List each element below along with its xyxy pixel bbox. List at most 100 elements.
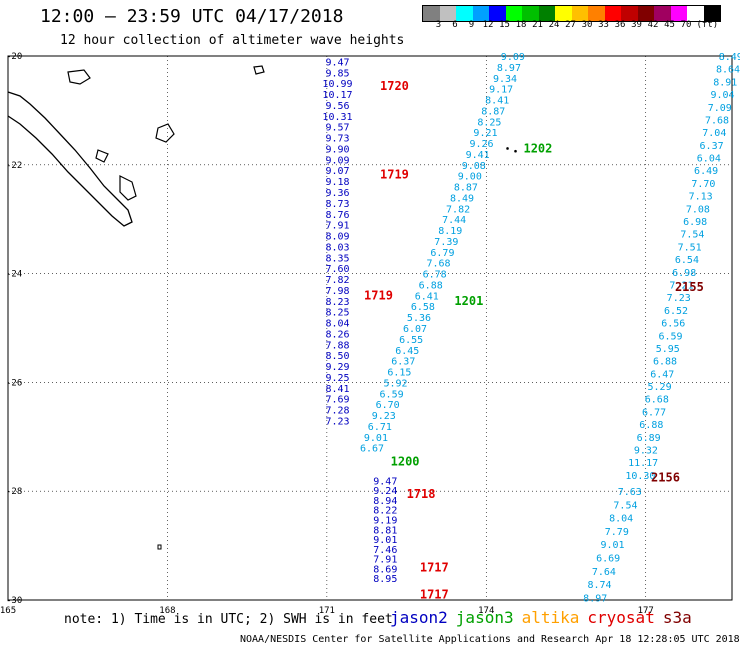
wave-height-reading: 6.71	[368, 422, 392, 433]
wave-height-reading: 9.17	[489, 85, 513, 96]
wave-height-reading: 7.91	[373, 555, 397, 566]
coastline	[7, 65, 265, 550]
wave-height-reading: 8.41	[325, 384, 349, 395]
lat-tick-label: -22	[6, 161, 22, 171]
color-scale-label: 45	[664, 20, 675, 30]
altimeter-readings: 9.479.8510.9910.179.5610.319.579.739.909…	[322, 52, 740, 604]
pass-time-label: 1202	[523, 141, 552, 155]
lon-tick-label: 165	[0, 606, 16, 616]
wave-height-reading: 8.25	[325, 308, 349, 319]
color-scale-label: 6	[452, 20, 458, 30]
color-swatch	[703, 6, 720, 21]
page-subtitle: 12 hour collection of altimeter wave hei…	[60, 33, 405, 48]
wave-height-reading: 8.94	[373, 496, 397, 507]
legend-entry-s3a: s3a	[662, 608, 692, 627]
lat-tick-label: -26	[6, 378, 22, 388]
wave-height-reading: 9.23	[372, 411, 396, 422]
wave-height-reading: 6.07	[403, 324, 427, 335]
wave-height-reading: 6.37	[391, 357, 415, 368]
new-caledonia-coastline	[7, 91, 133, 227]
wave-height-reading: 7.09	[708, 103, 732, 114]
color-swatch	[687, 6, 704, 21]
wave-height-reading: 7.21	[669, 280, 693, 291]
page-title: 12:00 – 23:59 UTC 04/17/2018	[40, 6, 344, 27]
wave-height-reading: 7.88	[325, 340, 349, 351]
wave-height-reading: 6.70	[376, 400, 400, 411]
wave-height-reading: 8.69	[373, 564, 397, 575]
wave-height-reading: 5.36	[407, 313, 431, 324]
wave-height-reading: 6.56	[661, 319, 685, 330]
wave-height-reading: 9.04	[710, 90, 734, 101]
wave-height-reading: 6.54	[675, 255, 699, 266]
wave-height-reading: 5.29	[648, 382, 672, 393]
lon-tick-label: 177	[638, 606, 654, 616]
color-scale-label: 70	[680, 20, 692, 30]
color-scale-label: (ft)	[696, 20, 719, 30]
wave-height-reading: 6.68	[645, 395, 669, 406]
legend-entry-altika: altika	[521, 608, 580, 627]
wave-height-reading: 7.63	[618, 487, 642, 498]
wave-height-reading: 8.76	[325, 210, 349, 221]
color-scale-label: 15	[499, 20, 510, 30]
wave-height-reading: 8.49	[450, 193, 474, 204]
map-frame	[7, 55, 733, 601]
wave-height-reading: 6.58	[411, 302, 435, 313]
color-swatch	[522, 6, 539, 21]
wave-height-reading: 8.50	[325, 351, 349, 362]
wave-height-reading: 9.85	[325, 68, 349, 79]
color-swatch	[637, 6, 654, 21]
wave-height-reading: 8.73	[325, 199, 349, 210]
wave-height-reading: 9.00	[458, 172, 482, 183]
wave-height-reading: 6.59	[380, 389, 404, 400]
wave-height-reading: 8.03	[325, 242, 349, 253]
legend-entry-cryosat: cryosat	[587, 608, 655, 627]
wave-height-reading: 7.04	[702, 128, 726, 139]
color-scale-bar	[422, 5, 721, 22]
wave-height-reading: 6.52	[664, 306, 688, 317]
wave-height-reading: 6.88	[639, 420, 663, 431]
wave-height-reading: 10.17	[322, 90, 352, 101]
pass-marker	[514, 149, 517, 153]
wave-height-reading: 10.31	[322, 112, 352, 123]
wave-height-reading: 6.98	[683, 217, 707, 228]
wave-height-reading: 9.19	[373, 515, 397, 526]
wave-height-reading: 8.19	[438, 226, 462, 237]
wave-height-reading: 8.74	[587, 580, 611, 591]
wave-height-reading: 5.92	[383, 378, 407, 389]
wave-height-reading: 7.54	[680, 230, 704, 241]
wave-height-reading: 7.23	[667, 293, 691, 304]
color-scale-labels: 3 6 9 12 15 18 21 24 27 30 33 36 39 42 45 70 (ft)	[422, 20, 740, 34]
wave-height-reading: 9.41	[466, 150, 490, 161]
wave-height-reading: 9.34	[493, 74, 517, 85]
map-grid: 165 168 171 174 177 -20 -22 -24 -26 -28 -30	[0, 52, 733, 616]
wave-height-reading: 8.97	[583, 593, 607, 604]
color-scale-label: 24	[548, 20, 560, 30]
loyalty-island-2	[155, 123, 175, 143]
source-credit: NOAA/NESDIS Center for Satellite Applica…	[240, 634, 740, 645]
color-swatch	[439, 6, 456, 21]
color-swatch	[489, 6, 506, 21]
wave-height-reading: 6.47	[650, 369, 674, 380]
color-scale-label: 9	[468, 20, 475, 30]
color-swatch	[604, 6, 621, 21]
wave-height-reading: 6.69	[596, 554, 620, 565]
color-scale-label: 21	[532, 20, 543, 30]
wave-height-reading: 8.41	[485, 96, 509, 107]
footnote: note: 1) Time is in UTC; 2) SWH is in fe…	[64, 612, 393, 627]
color-scale-label: 39	[631, 20, 642, 30]
wave-height-reading: 9.18	[325, 177, 349, 188]
wave-height-reading: 9.57	[325, 123, 349, 134]
wave-height-reading: 9.01	[600, 540, 624, 551]
legend-entry-jason3: jason3	[455, 608, 514, 627]
wave-height-reading: 6.67	[360, 444, 384, 455]
pass-marker	[506, 147, 509, 150]
wave-height-reading: 8.04	[325, 319, 349, 330]
wave-height-reading: 8.26	[325, 329, 349, 340]
wave-height-reading: 7.70	[691, 179, 715, 190]
wave-height-reading: 7.69	[325, 395, 349, 406]
wave-height-reading: 8.87	[481, 106, 505, 117]
wave-height-reading: 9.09	[325, 155, 349, 166]
wave-height-reading: 9.26	[470, 139, 494, 150]
satellite-legend: jason2 jason3 altika cryosat s3a	[390, 608, 700, 627]
wave-height-reading: 5.95	[656, 344, 680, 355]
